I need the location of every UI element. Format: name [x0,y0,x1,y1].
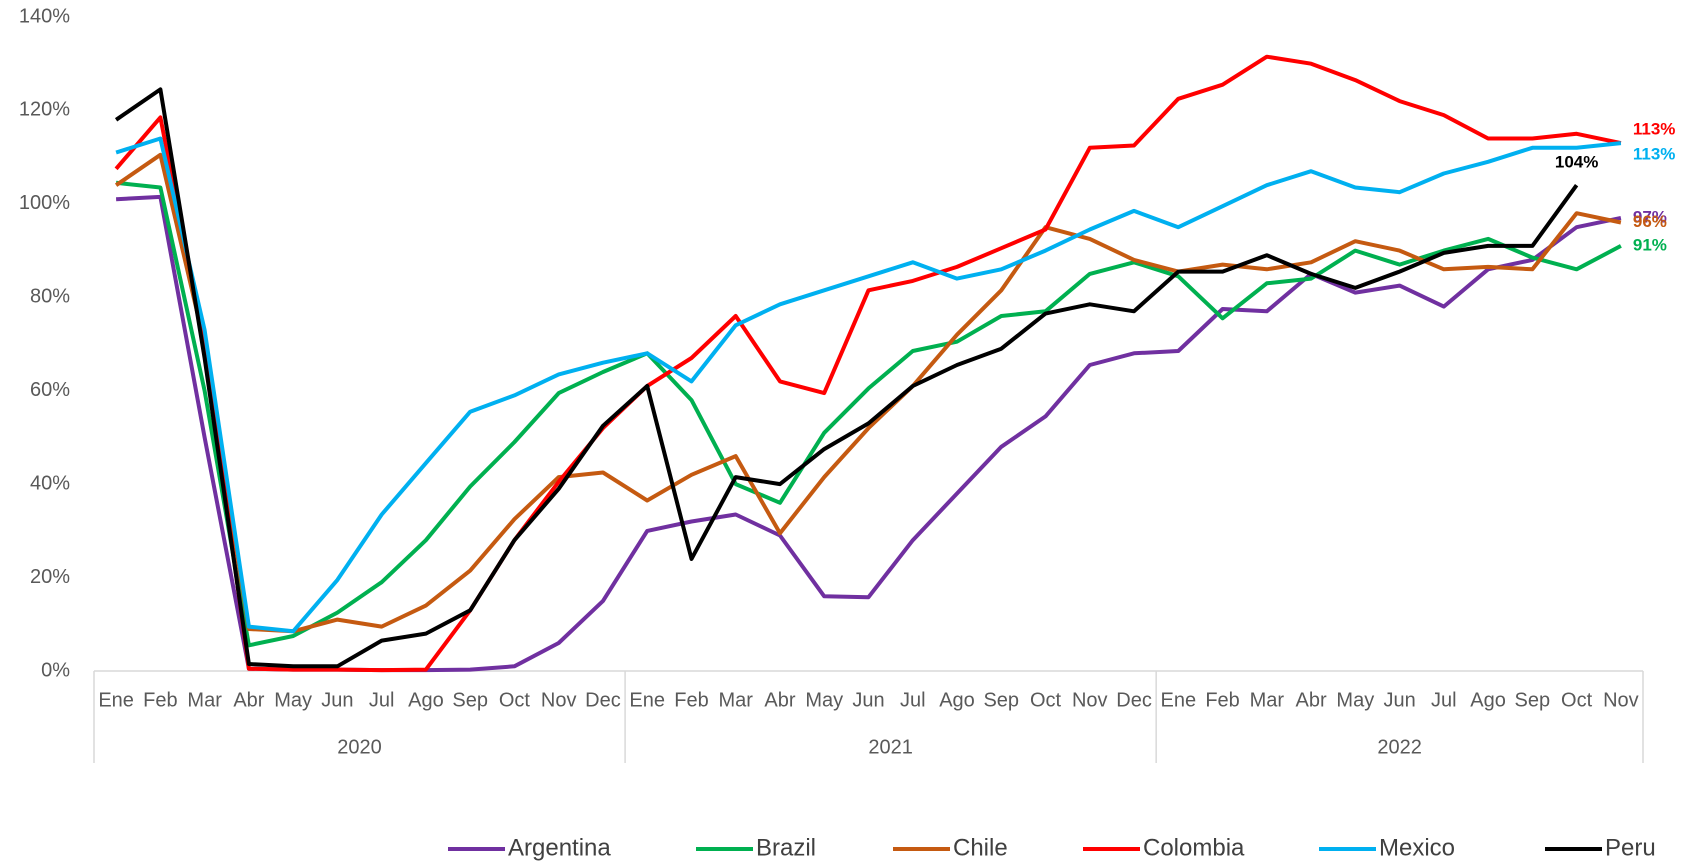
year-label: 2021 [868,736,913,758]
y-tick-label: 0% [41,659,70,681]
x-tick-label: May [805,689,843,711]
x-tick-label: Dec [585,689,621,711]
x-tick-label: Ene [1161,689,1197,711]
data-label: 113% [1633,120,1676,139]
data-label: 113% [1633,145,1676,164]
y-tick-label: 100% [19,192,70,214]
series-line [115,136,1622,634]
x-tick-label: Mar [1250,689,1285,711]
year-label: 2022 [1377,736,1422,758]
x-tick-label: Oct [1030,689,1062,711]
legend-label: Mexico [1379,834,1455,861]
x-tick-label: Jul [369,689,395,711]
series-line [114,87,1579,669]
x-tick-label: Feb [674,689,708,711]
x-tick-label: Nov [541,689,577,711]
y-tick-label: 20% [30,566,70,588]
y-tick-label: 40% [30,472,70,494]
legend-label: Colombia [1143,834,1245,861]
x-tick-label: Sep [1515,689,1551,711]
x-tick-label: Ago [939,689,975,711]
x-tick-label: Oct [499,689,531,711]
y-tick-label: 80% [30,286,70,308]
year-label: 2020 [337,736,382,758]
x-tick-label: Jul [900,689,926,711]
y-tick-label: 140% [19,5,70,27]
x-tick-label: Feb [1205,689,1239,711]
x-tick-label: Jun [321,689,353,711]
legend-label: Argentina [508,834,611,861]
x-tick-label: Feb [143,689,177,711]
y-tick-label: 120% [19,99,70,121]
series-line [115,194,1622,673]
data-label: 104% [1555,153,1598,172]
series-line [114,54,1622,673]
x-tick-label: Sep [452,689,488,711]
x-tick-label: Jun [1383,689,1415,711]
data-label: 96% [1633,212,1667,231]
x-tick-label: Mar [719,689,754,711]
x-tick-label: Dec [1116,689,1152,711]
x-tick-label: May [1336,689,1374,711]
x-tick-label: Ene [629,689,665,711]
data-label: 91% [1633,235,1667,254]
legend-label: Peru [1605,834,1656,861]
legend-label: Brazil [756,834,816,861]
x-tick-label: Abr [1296,689,1327,711]
x-tick-label: Nov [1072,689,1108,711]
x-tick-label: Abr [764,689,795,711]
x-tick-label: Mar [187,689,222,711]
legend-label: Chile [953,834,1008,861]
x-tick-label: Jul [1431,689,1457,711]
x-tick-label: Jun [852,689,884,711]
data-label: 97% [1633,207,1667,226]
y-tick-label: 60% [30,379,70,401]
x-tick-label: Abr [233,689,264,711]
x-tick-label: May [274,689,312,711]
x-tick-label: Nov [1603,689,1639,711]
x-tick-label: Ago [408,689,444,711]
x-tick-label: Sep [983,689,1019,711]
series-line [115,180,1622,648]
x-tick-label: Ago [1470,689,1506,711]
series-line [114,152,1622,634]
x-tick-label: Ene [98,689,134,711]
x-tick-label: Oct [1561,689,1593,711]
